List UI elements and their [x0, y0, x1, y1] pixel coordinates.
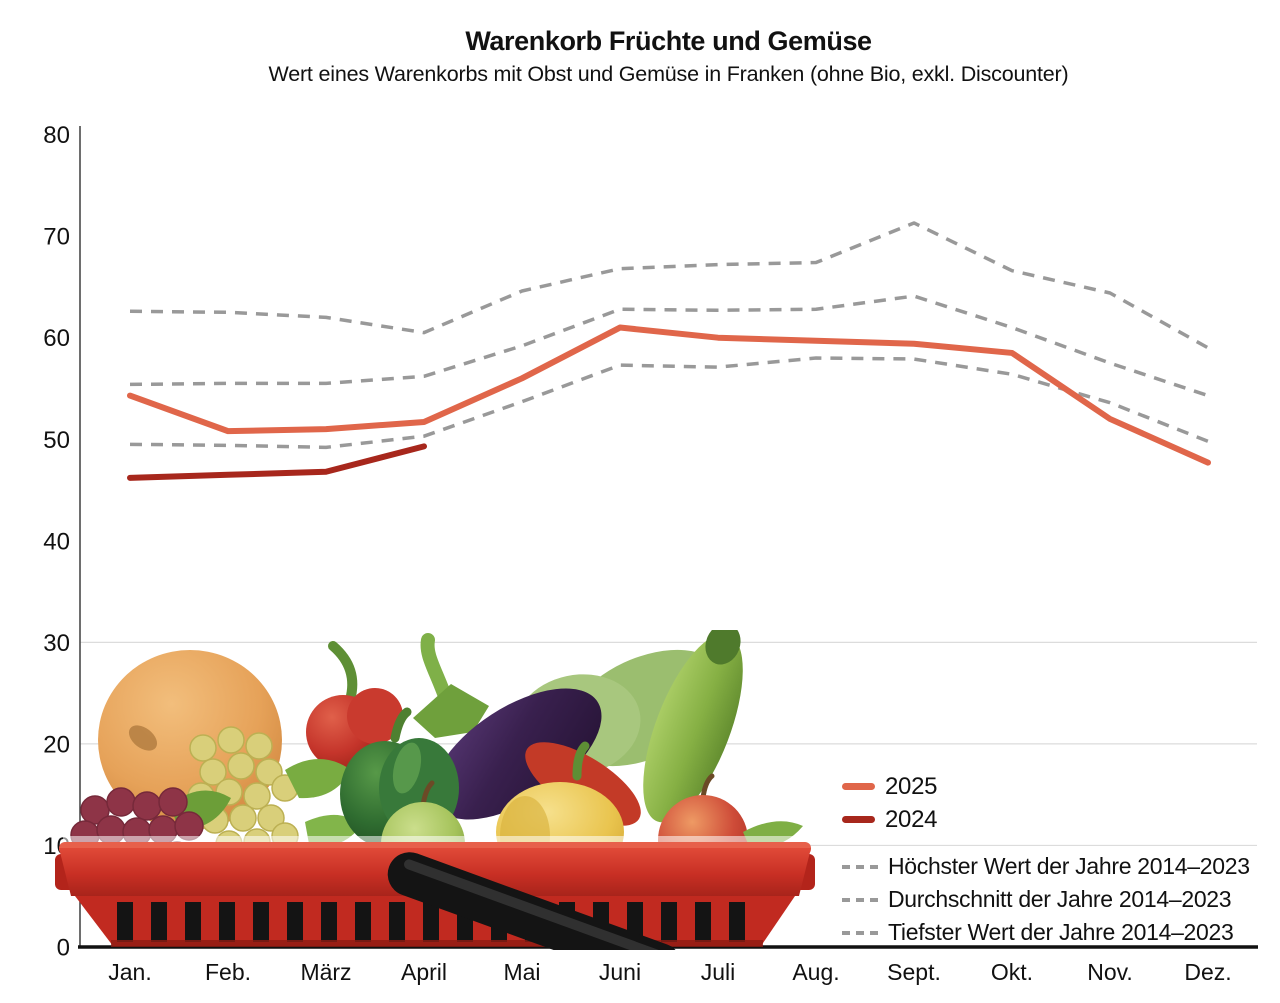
legend-label-average: Durchschnitt der Jahre 2014–2023 — [888, 886, 1232, 912]
legend-label-2024: 2024 — [885, 805, 938, 833]
legend-item-max: Höchster Wert der Jahre 2014–2023 — [842, 850, 1272, 883]
y-tick-label: 20 — [43, 731, 70, 758]
x-tick-label: Nov. — [1087, 959, 1133, 985]
series-line-durchschnitt-der-jahre-2014–2023 — [129, 294, 1209, 398]
series-line-2024 — [127, 443, 427, 481]
x-tick-label: Juni — [599, 959, 641, 985]
x-axis-labels: Jan. Feb. März April Mai Juni Juli Aug. Sept. Okt… — [108, 959, 1231, 985]
series-line-tiefster-wert-der-jahre-2014–2023 — [129, 356, 1209, 450]
y-tick-label: 30 — [43, 630, 70, 657]
legend-item-2024: 2024 — [842, 803, 1272, 836]
legend-item-average: Durchschnitt der Jahre 2014–2023 — [842, 883, 1272, 916]
legend-swatch-2025-line — [842, 783, 875, 790]
x-tick-label: Sept. — [887, 959, 941, 985]
x-tick-label: Juli — [701, 959, 736, 985]
y-tick-label: 60 — [43, 325, 70, 352]
legend-label-2025: 2025 — [885, 772, 938, 800]
legend-item-2025: 2025 — [842, 770, 1272, 803]
basket-handle — [387, 852, 682, 950]
series-line-höchster-wert-der-jahre-2014–2023 — [129, 221, 1209, 350]
basket-body — [55, 842, 815, 950]
legend-item-min: Tiefster Wert der Jahre 2014–2023 — [842, 916, 1272, 949]
series-line-2025 — [127, 324, 1211, 466]
x-tick-label: April — [401, 959, 447, 985]
y-tick-label: 40 — [43, 528, 70, 555]
x-tick-label: Jan. — [108, 959, 151, 985]
x-tick-label: März — [300, 959, 351, 985]
x-tick-label: Feb. — [205, 959, 251, 985]
chart-subtitle: Wert eines Warenkorbs mit Obst und Gemüs… — [268, 62, 1069, 86]
legend-label-max: Höchster Wert der Jahre 2014–2023 — [888, 853, 1250, 879]
legend-swatch-min-dashed-line — [842, 930, 878, 935]
x-tick-label: Aug. — [792, 959, 839, 985]
legend-label-min: Tiefster Wert der Jahre 2014–2023 — [888, 919, 1234, 945]
x-tick-label: Mai — [503, 959, 540, 985]
y-tick-label: 50 — [43, 427, 70, 454]
legend-swatch-max-dashed-line — [842, 864, 878, 869]
x-tick-label: Okt. — [991, 959, 1033, 985]
y-tick-label: 70 — [43, 224, 70, 251]
x-tick-label: Dez. — [1184, 959, 1231, 985]
chart-legend: 2025 2024 Höchster Wert der Jahre 2014–2… — [842, 770, 1272, 949]
legend-swatch-2024-line — [842, 816, 875, 823]
chart-title: Warenkorb Früchte und Gemüse — [465, 26, 872, 56]
shopping-basket-icon — [55, 630, 815, 950]
y-tick-label: 0 — [57, 935, 70, 962]
y-tick-label: 80 — [43, 122, 70, 149]
legend-swatch-average-dashed-line — [842, 897, 878, 902]
